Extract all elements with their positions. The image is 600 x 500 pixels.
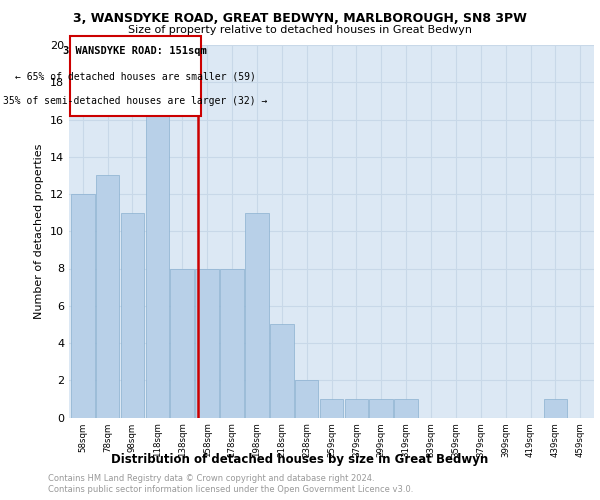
Bar <box>344 399 368 417</box>
FancyBboxPatch shape <box>70 36 201 116</box>
Text: 3 WANSDYKE ROAD: 151sqm: 3 WANSDYKE ROAD: 151sqm <box>64 46 207 56</box>
Bar <box>170 268 194 418</box>
Bar <box>146 101 169 418</box>
Bar <box>544 399 567 417</box>
Bar <box>71 194 95 418</box>
Text: Contains HM Land Registry data © Crown copyright and database right 2024.: Contains HM Land Registry data © Crown c… <box>48 474 374 483</box>
Bar <box>394 399 418 417</box>
Bar <box>370 399 393 417</box>
Bar <box>121 212 144 418</box>
Bar <box>295 380 319 418</box>
Text: Size of property relative to detached houses in Great Bedwyn: Size of property relative to detached ho… <box>128 25 472 35</box>
Y-axis label: Number of detached properties: Number of detached properties <box>34 144 44 319</box>
Bar <box>96 176 119 418</box>
Bar <box>195 268 219 418</box>
Bar <box>220 268 244 418</box>
Text: ← 65% of detached houses are smaller (59): ← 65% of detached houses are smaller (59… <box>15 72 256 82</box>
Text: 3, WANSDYKE ROAD, GREAT BEDWYN, MARLBOROUGH, SN8 3PW: 3, WANSDYKE ROAD, GREAT BEDWYN, MARLBORO… <box>73 12 527 26</box>
Text: Contains public sector information licensed under the Open Government Licence v3: Contains public sector information licen… <box>48 485 413 494</box>
Bar <box>245 212 269 418</box>
Text: 35% of semi-detached houses are larger (32) →: 35% of semi-detached houses are larger (… <box>3 96 268 106</box>
Text: Distribution of detached houses by size in Great Bedwyn: Distribution of detached houses by size … <box>112 452 488 466</box>
Bar <box>320 399 343 417</box>
Bar <box>270 324 293 418</box>
